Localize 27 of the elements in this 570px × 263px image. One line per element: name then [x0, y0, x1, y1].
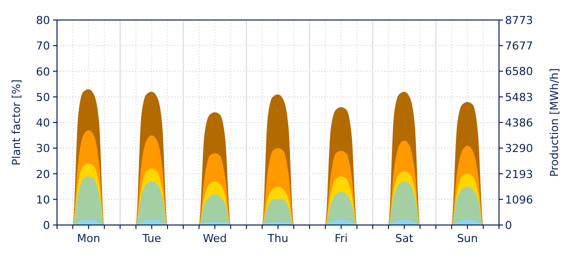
- y-tick-label: 10: [36, 193, 50, 206]
- y2-tick-label: 0: [505, 219, 512, 232]
- y-tick-label: 60: [36, 65, 50, 78]
- y-tick-label: 40: [36, 116, 50, 130]
- y-tick-label: 50: [36, 90, 50, 104]
- y2-tick-label: 7677: [505, 40, 533, 53]
- y2-tick-label: 5483: [505, 90, 533, 104]
- x-tick-label: Sun: [456, 232, 478, 245]
- y2-axis-title: Production [MWh/h]: [548, 68, 561, 177]
- x-tick-label: Mon: [76, 232, 100, 245]
- y-tick-label: 0: [43, 219, 50, 232]
- y-tick-label: 80: [36, 14, 50, 27]
- y2-tick-label: 4386: [505, 116, 533, 130]
- y2-tick-label: 3290: [505, 142, 533, 156]
- y-tick-label: 70: [36, 40, 50, 53]
- y2-tick-label: 2193: [505, 168, 533, 181]
- x-tick-label: Sat: [395, 232, 414, 245]
- y-tick-label: 20: [36, 168, 50, 181]
- x-tick-label: Thu: [266, 232, 288, 245]
- y2-tick-label: 8773: [505, 14, 533, 27]
- x-tick-label: Fri: [334, 232, 348, 245]
- y2-tick-label: 1096: [505, 193, 533, 206]
- x-tick-label: Tue: [141, 232, 162, 245]
- y2-tick-label: 6580: [505, 65, 533, 78]
- y-axis-title: Plant factor [%]: [10, 80, 23, 166]
- y-tick-label: 30: [36, 142, 50, 156]
- x-tick-label: Wed: [202, 232, 227, 245]
